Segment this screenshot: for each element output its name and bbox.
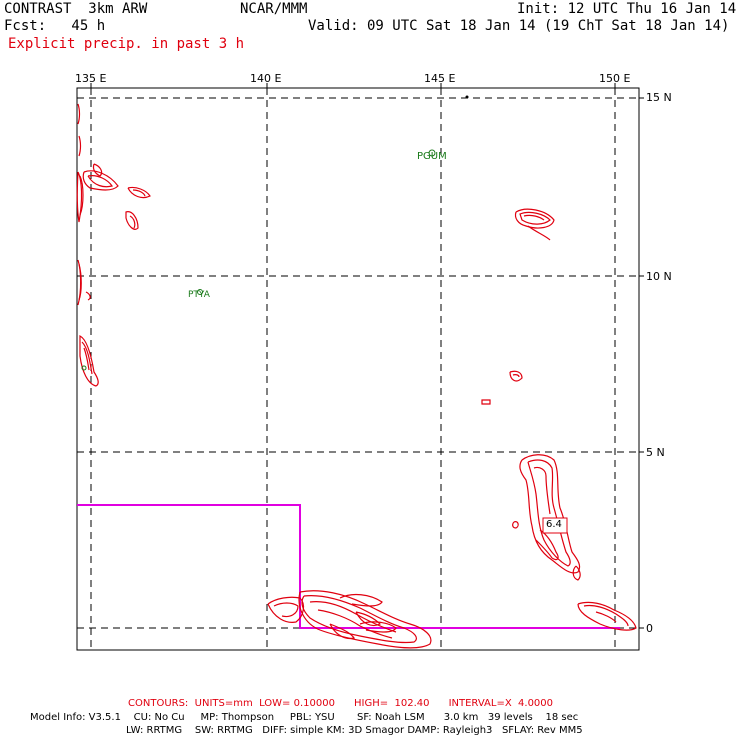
- lat-tick-15: 15 N: [646, 91, 672, 104]
- frame-ticks: [90, 83, 644, 629]
- precip-contour: [77, 103, 81, 125]
- lat-tick-0: 0: [646, 622, 653, 635]
- model-info-line2: LW: RRTMG SW: RRTMG DIFF: simple KM: 3D …: [126, 725, 583, 736]
- station-ptya-marker: [197, 289, 203, 295]
- field-title: Explicit precip. in past 3 h: [8, 36, 245, 52]
- precip-contours: [76, 103, 637, 649]
- station-ptya-label: PTYA: [188, 290, 210, 300]
- nest-domain-outline: [77, 504, 620, 629]
- lon-tick-150: 150 E: [599, 72, 631, 85]
- lat-tick-10: 10 N: [646, 270, 672, 283]
- max-value-box: [542, 517, 568, 534]
- island-marker: [81, 365, 87, 371]
- lat-lon-grid: [77, 88, 639, 650]
- forecast-hour: Fcst: 45 h: [4, 18, 106, 34]
- model-info-line1: Model Info: V3.5.1 CU: No Cu MP: Thompso…: [30, 712, 579, 723]
- lon-tick-140: 140 E: [250, 72, 282, 85]
- island-marker: [465, 95, 469, 99]
- lon-tick-135: 135 E: [75, 72, 107, 85]
- valid-time: Valid: 09 UTC Sat 18 Jan 14 (19 ChT Sat …: [308, 18, 730, 34]
- contour-info: CONTOURS: UNITS=mm LOW= 0.10000 HIGH= 10…: [128, 698, 554, 709]
- lat-tick-5: 5 N: [646, 446, 665, 459]
- init-time: Init: 12 UTC Thu 16 Jan 14: [517, 1, 737, 17]
- lon-tick-145: 145 E: [424, 72, 456, 85]
- center-label: NCAR/MMM: [240, 1, 308, 17]
- station-pgum-marker: [428, 149, 436, 157]
- max-value-label: 6.4: [546, 519, 562, 530]
- map-frame: [76, 87, 640, 651]
- station-pgum-label: PGUM: [417, 151, 447, 162]
- model-title: CONTRAST 3km ARW: [4, 1, 148, 17]
